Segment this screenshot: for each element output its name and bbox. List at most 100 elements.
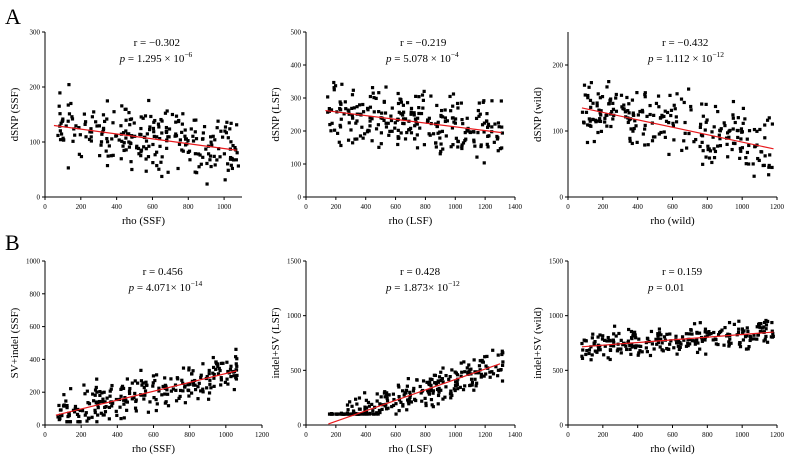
data-point (360, 125, 364, 129)
data-point (689, 104, 693, 109)
data-point (341, 412, 346, 416)
scatter-points (580, 80, 774, 178)
data-point (218, 368, 222, 373)
p-value-base: 1.873× 10 (403, 282, 448, 294)
data-point (230, 166, 234, 171)
data-point (665, 346, 669, 351)
data-point (668, 342, 672, 346)
data-point (582, 120, 586, 124)
x-tick-label: 0 (43, 431, 47, 439)
data-point (105, 137, 109, 141)
data-point (668, 93, 672, 97)
data-point (472, 388, 476, 392)
data-point (201, 362, 205, 366)
data-point (625, 95, 629, 100)
data-point (609, 344, 613, 348)
data-point (467, 363, 471, 367)
data-point (659, 130, 663, 135)
data-point (612, 113, 616, 117)
data-point (326, 95, 330, 99)
data-point (64, 399, 68, 403)
data-point (346, 108, 350, 112)
data-point (710, 130, 714, 134)
r-annotation: r = −0.219 (400, 37, 447, 49)
data-point (607, 338, 612, 342)
data-point (633, 119, 637, 123)
data-point (169, 377, 173, 381)
data-point (718, 144, 723, 148)
data-point (105, 140, 110, 144)
y-axis-label: indel+SV (LSF) (270, 307, 282, 378)
data-point (747, 162, 751, 166)
data-point (621, 107, 625, 111)
data-point (223, 380, 228, 384)
data-point (154, 373, 159, 377)
data-point (767, 173, 771, 177)
data-point (114, 409, 118, 413)
data-point (181, 149, 185, 153)
data-point (133, 391, 137, 396)
data-point (409, 131, 414, 135)
data-point (187, 366, 191, 370)
data-point (745, 326, 749, 330)
data-point (141, 116, 145, 120)
data-point (438, 136, 442, 140)
x-tick-label: 800 (702, 203, 713, 211)
data-point (736, 330, 741, 335)
data-point (339, 117, 343, 121)
data-point (614, 92, 618, 97)
data-point (634, 336, 638, 340)
data-point (476, 108, 480, 113)
data-point (757, 158, 761, 163)
data-point (129, 160, 133, 164)
data-point (709, 331, 713, 336)
data-point (105, 163, 110, 168)
trend-line (325, 109, 502, 134)
data-point (689, 108, 693, 112)
x-tick-label: 400 (360, 203, 371, 211)
data-point (591, 101, 595, 105)
data-point (698, 321, 702, 325)
y-axis-label: dSNP (LSF) (270, 87, 282, 142)
data-point (396, 142, 400, 147)
data-point (144, 147, 148, 151)
data-point (719, 127, 723, 131)
data-point (354, 121, 358, 125)
x-tick-label: 400 (632, 431, 643, 439)
data-point (380, 407, 384, 412)
data-point (408, 390, 412, 394)
data-point (612, 332, 616, 336)
data-point (101, 400, 105, 404)
data-point (127, 145, 132, 149)
data-point (758, 329, 762, 333)
data-point (100, 132, 104, 136)
data-point (144, 383, 148, 388)
data-point (460, 146, 464, 151)
data-point (758, 127, 762, 132)
data-point (82, 112, 86, 116)
data-point (762, 320, 767, 325)
data-point (641, 132, 645, 136)
data-point (166, 170, 170, 174)
data-point (628, 136, 632, 140)
data-point (757, 322, 761, 326)
data-point (119, 416, 123, 421)
data-point (747, 143, 751, 148)
data-point (632, 126, 636, 131)
data-point (593, 339, 597, 344)
data-point (219, 376, 223, 380)
data-point (453, 388, 457, 393)
data-point (595, 101, 599, 105)
x-tick-label: 1200 (255, 431, 270, 439)
data-point (193, 152, 197, 156)
data-point (441, 366, 445, 370)
p-value-exponent: −12 (712, 50, 724, 59)
data-point (744, 162, 748, 166)
data-point (483, 355, 487, 359)
x-axis-label: rho (LSF) (389, 215, 433, 227)
data-point (747, 129, 752, 133)
data-point (409, 126, 413, 130)
data-point (421, 379, 426, 383)
data-point (326, 110, 330, 114)
panel-label-b: B (5, 230, 20, 255)
